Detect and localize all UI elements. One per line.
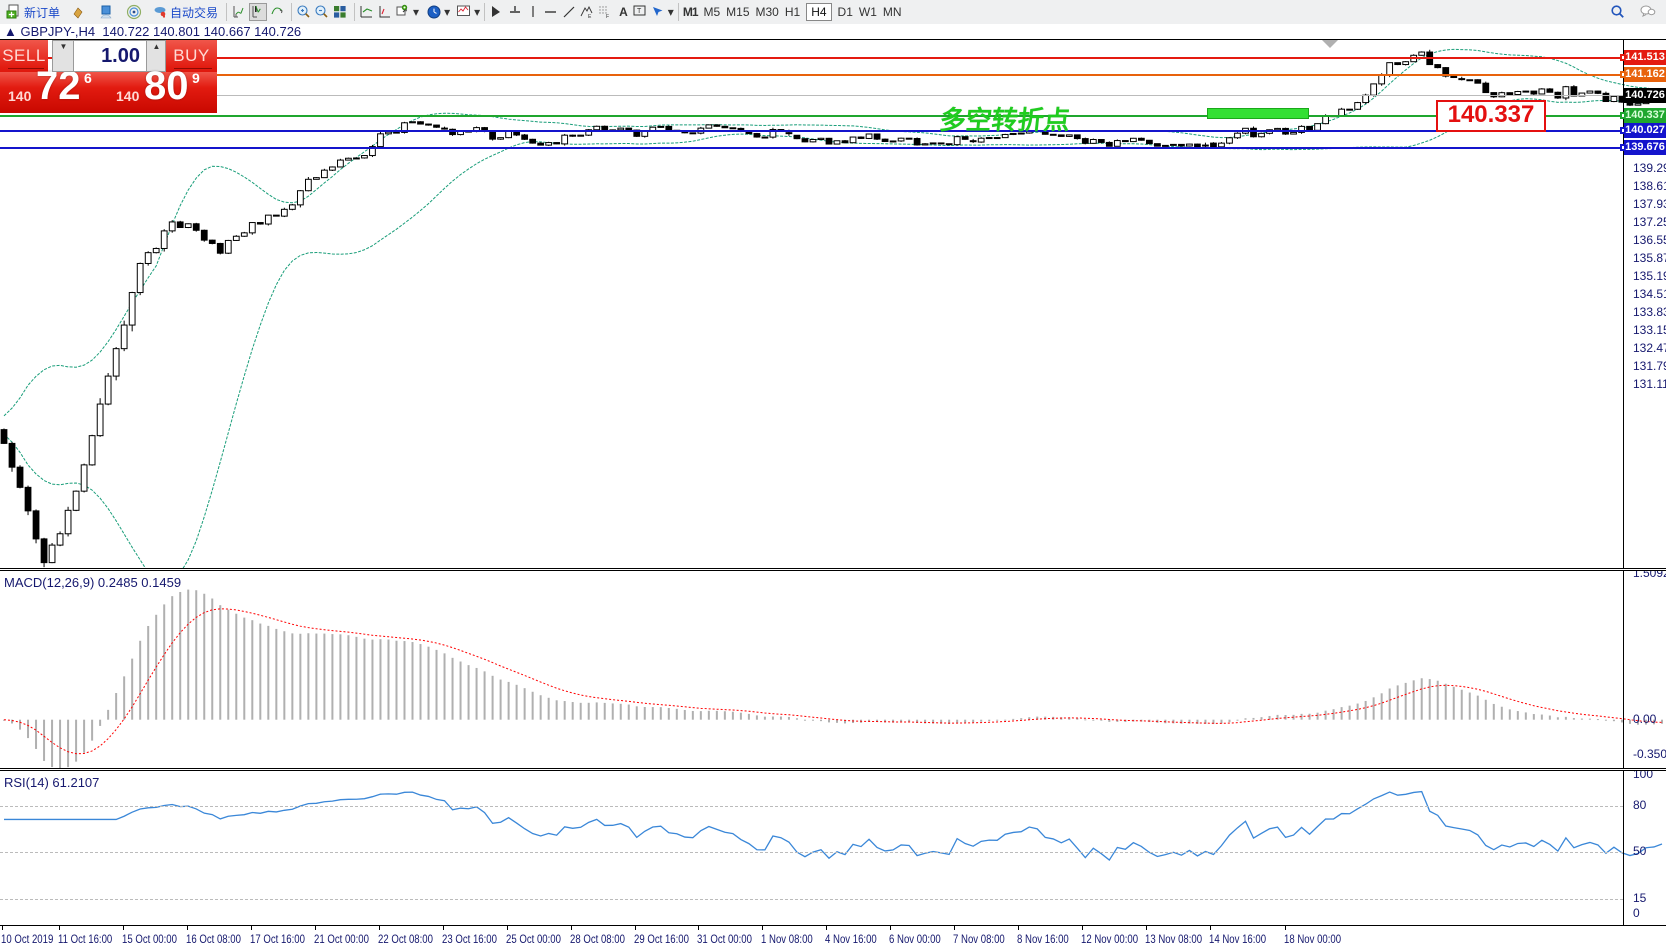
svg-text:T: T [637,8,642,15]
svg-text:E: E [588,14,592,20]
svg-text:F: F [606,14,609,20]
